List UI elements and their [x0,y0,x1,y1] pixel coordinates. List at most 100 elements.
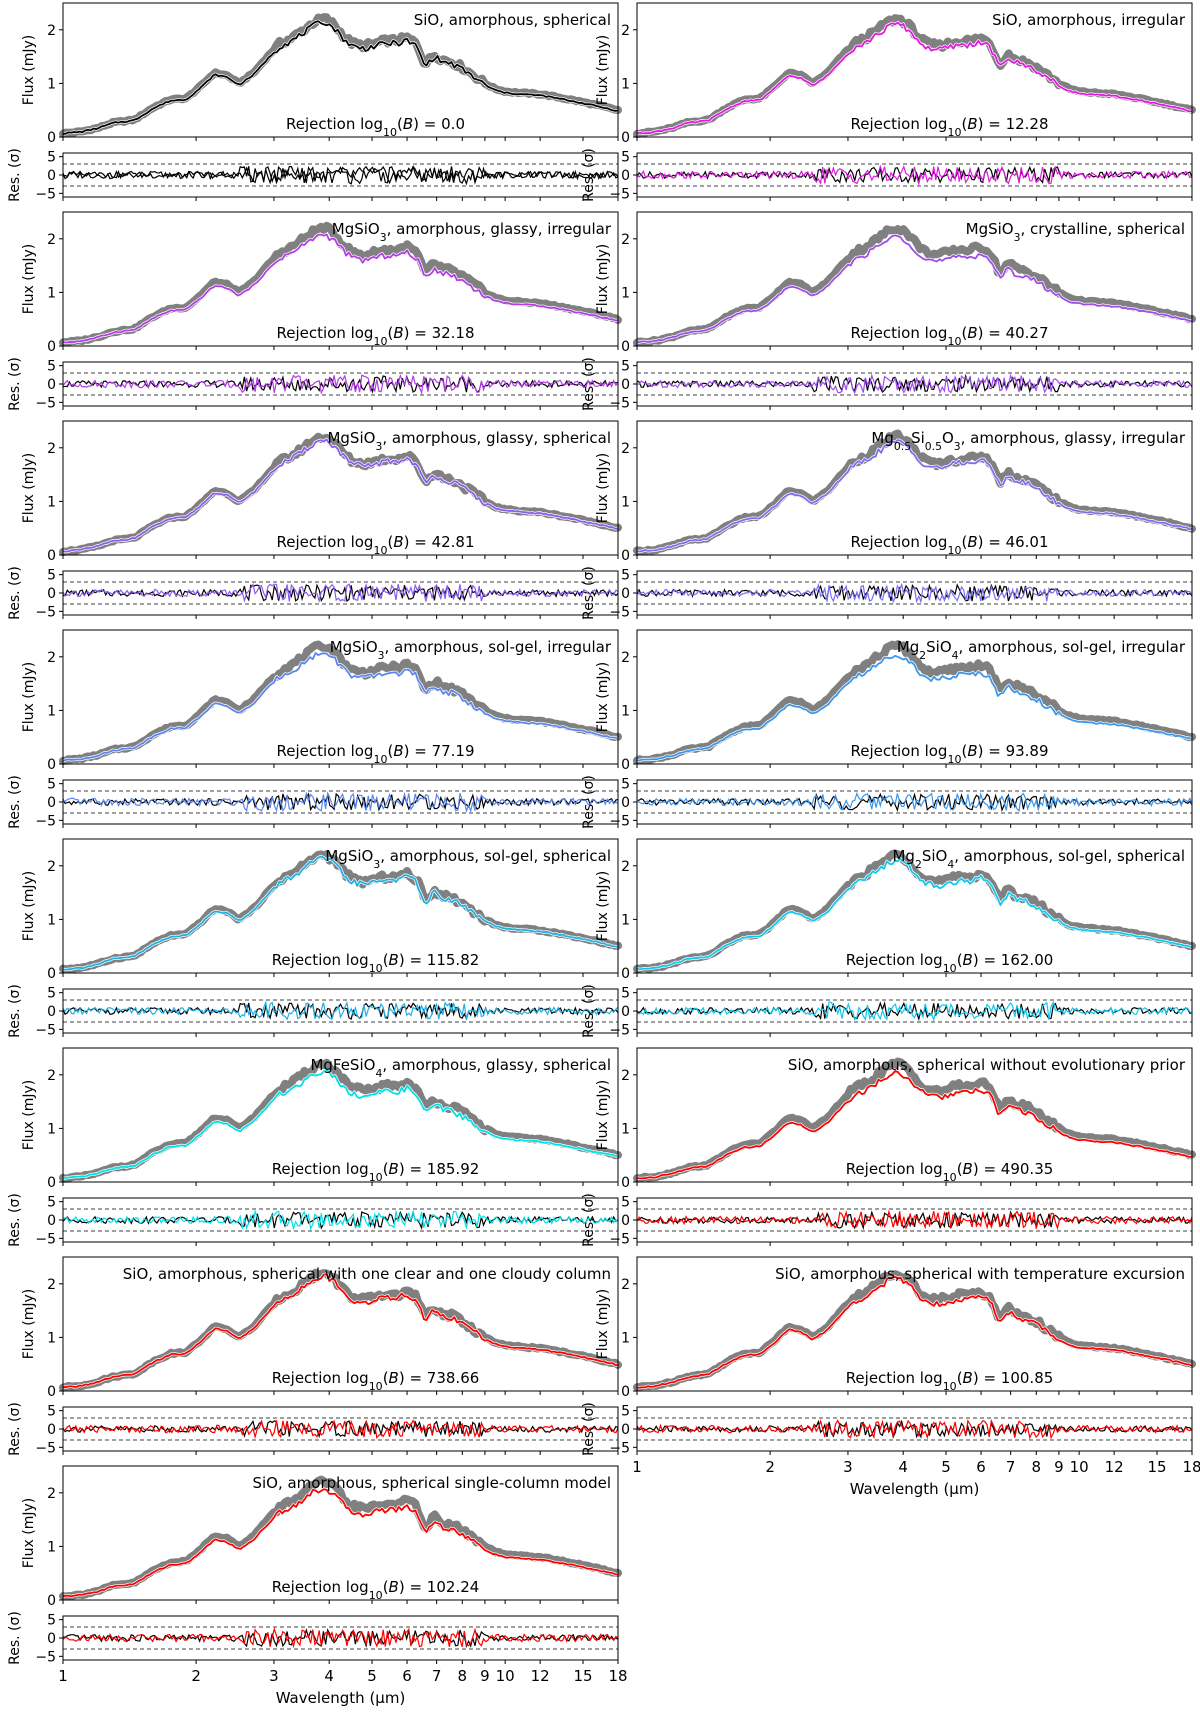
residual-ytick-label: −5 [35,604,56,620]
xtick-label: 3 [843,1458,853,1476]
flux-ytick-label: 0 [621,757,630,773]
residual-model [637,373,1193,395]
rejection-label: Rejection log10(B) = 93.89 [850,742,1048,766]
rejection-label: Rejection log10(B) = 12.28 [850,115,1048,139]
residual-ylabel: Res. (σ) [581,1193,597,1247]
rejection-label: Rejection log10(B) = 115.82 [272,951,480,975]
residual-ytick-label: 5 [621,777,630,793]
residual-model [636,164,1193,187]
panel-13: 0 1 2 Flux (mJy) SiO, amorphous, spherical w… [7,1256,622,1456]
residual-ytick-label: 5 [621,568,630,584]
residual-reference [636,1419,1193,1439]
xtick-label: 5 [941,1458,951,1476]
flux-ytick-label: 2 [47,1277,56,1293]
residual-ylabel: Res. (σ) [7,1611,23,1665]
flux-ytick-label: 1 [621,1121,630,1137]
residual-ytick-label: 0 [47,377,56,393]
rejection-label: Rejection log10(B) = 100.85 [846,1369,1054,1393]
model-spectrum [636,439,1193,553]
panel-10: 0 1 2 Flux (mJy) Mg2SiO4, amorphous, sol-gel… [581,838,1196,1038]
observed-spectrum [59,1058,622,1183]
residual-ytick-label: 5 [47,568,56,584]
residual-model [636,791,1193,813]
residual-reference [62,165,619,185]
flux-ylabel: Flux (mJy) [21,1289,37,1360]
residual-ylabel: Res. (σ) [7,984,23,1038]
xtick-label: 7 [432,1667,442,1685]
panel-title: SiO, amorphous, irregular [992,11,1186,29]
residual-ytick-label: 0 [47,1213,56,1229]
flux-ylabel: Flux (mJy) [595,662,611,733]
residual-ylabel: Res. (σ) [7,566,23,620]
residual-reference [636,165,1193,184]
residual-ytick-label: 5 [47,1195,56,1211]
panel-1: 0 1 2 Flux (mJy) SiO, amorphous, spherical Re… [7,2,622,202]
residual-model [62,1626,619,1649]
xtick-label: 1 [632,1458,642,1476]
residual-ytick-label: 5 [47,986,56,1002]
residual-ytick-label: 5 [621,150,630,166]
panel-8: 0 1 2 Flux (mJy) Mg2SiO4, amorphous, sol-gel… [581,629,1196,829]
flux-ytick-label: 0 [47,757,56,773]
model-spectrum [62,1273,619,1389]
panel-4: 0 1 2 Flux (mJy) MgSiO3, crystalline, spheri… [581,211,1196,411]
flux-ylabel: Flux (mJy) [21,35,37,106]
xtick-label: 12 [1105,1458,1124,1476]
flux-axes-frame [636,1047,1193,1183]
residual-ylabel: Res. (σ) [7,148,23,202]
residual-ylabel: Res. (σ) [581,775,597,829]
residual-ytick-label: 0 [621,1213,630,1229]
residual-ytick-label: 5 [47,359,56,375]
xtick-label: 15 [1147,1458,1166,1476]
flux-ytick-label: 1 [47,1330,56,1346]
xtick-label: 18 [608,1667,627,1685]
residual-ytick-label: −5 [35,1231,56,1247]
flux-axes-frame [62,1256,619,1392]
rejection-label: Rejection log10(B) = 738.66 [272,1369,480,1393]
residual-ytick-label: 0 [47,795,56,811]
flux-ylabel: Flux (mJy) [595,1289,611,1360]
flux-ytick-label: 2 [47,232,56,248]
panel-title: SiO, amorphous, spherical with temperatu… [775,1265,1185,1283]
residual-ylabel: Res. (σ) [581,1402,597,1456]
model-spectrum [636,654,1193,762]
rejection-label: Rejection log10(B) = 185.92 [272,1160,480,1184]
xtick-label: 12 [531,1667,550,1685]
residual-ytick-label: 5 [47,1404,56,1420]
flux-ytick-label: 1 [47,494,56,510]
residual-reference [636,792,1193,813]
panel-title: MgSiO3, amorphous, sol-gel, irregular [330,638,612,662]
residual-ytick-label: 0 [47,586,56,602]
residual-reference [636,373,1193,394]
flux-ytick-label: 0 [621,130,630,146]
residual-ylabel: Res. (σ) [7,1402,23,1456]
xtick-label: 9 [1054,1458,1064,1476]
panel-2: 0 1 2 Flux (mJy) SiO, amorphous, irregular Re… [581,2,1196,202]
flux-ytick-label: 1 [621,76,630,92]
flux-ylabel: Flux (mJy) [595,1080,611,1151]
panel-title: Mg0.5Si0.5O3, amorphous, glassy, irregul… [871,429,1185,453]
flux-ytick-label: 1 [47,1539,56,1555]
xtick-label: 15 [573,1667,592,1685]
residual-ytick-label: −5 [609,813,630,829]
xtick-label: 5 [367,1667,377,1685]
flux-ylabel: Flux (mJy) [21,244,37,315]
flux-ytick-label: 0 [621,1175,630,1191]
observed-spectrum [633,1270,1196,1392]
flux-ylabel: Flux (mJy) [21,662,37,733]
residual-ytick-label: −5 [609,395,630,411]
residual-ytick-label: −5 [609,186,630,202]
flux-axes-frame [62,420,619,556]
flux-ytick-label: 2 [621,650,630,666]
flux-ytick-label: 1 [621,912,630,928]
residual-model [62,1419,619,1440]
xtick-label: 8 [458,1667,468,1685]
model-spectrum [62,652,619,762]
panel-title: Mg2SiO4, amorphous, sol-gel, spherical [892,847,1185,871]
flux-ylabel: Flux (mJy) [21,871,37,942]
flux-ytick-label: 0 [47,339,56,355]
flux-axes-frame [636,2,1193,138]
panel-title: MgSiO3, amorphous, glassy, spherical [327,429,611,453]
